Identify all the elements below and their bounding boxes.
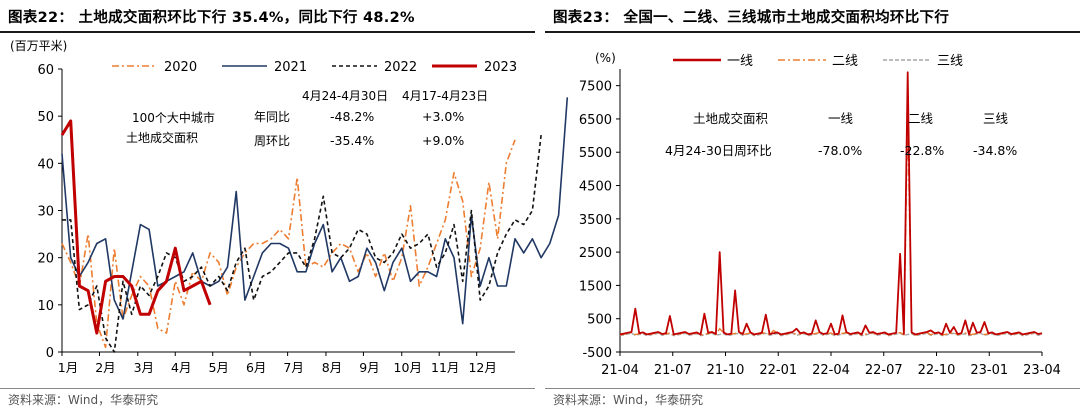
right-x-tick-label: 22-10 — [918, 363, 956, 378]
right-table-value: -78.0% — [818, 143, 862, 158]
left-legend-label-2021: 2021 — [274, 60, 307, 75]
right-legend-label: 二线 — [832, 54, 858, 69]
right-line-chart: (%) -500 500 1500 2500 3500 4500 5500 6500 7500 21… — [579, 51, 1061, 378]
left-y-tick-label: 40 — [37, 157, 54, 172]
right-series-tier1 — [619, 71, 1043, 336]
right-x-tick-label: 23-01 — [970, 363, 1008, 378]
right-y-tick-label: 7500 — [579, 80, 612, 95]
left-table-value: +3.0% — [422, 109, 464, 124]
left-series-2023 — [60, 119, 212, 335]
right-x-tick-label: 22-01 — [759, 363, 797, 378]
right-table-header: 三线 — [983, 111, 1009, 126]
left-table-value: +9.0% — [422, 133, 464, 148]
left-y-tick-label: 30 — [37, 205, 54, 220]
left-x-tick-label: 3月 — [134, 360, 154, 375]
left-table-col-2: 4月17-4月23日 — [402, 89, 488, 103]
left-table-row-label-1: 100个大中城市 — [132, 110, 215, 125]
left-line-chart: (百万平米) 0 10 20 30 40 50 60 1月 2月 3月 4月 5月 6月 7月 8月 9月 10月… — [10, 39, 569, 375]
right-table-value: -22.8% — [900, 143, 944, 158]
left-source-rule — [0, 388, 535, 389]
right-table-value: -34.8% — [973, 143, 1017, 158]
left-x-tick-label: 1月 — [58, 360, 78, 375]
right-x-tick-label: 22-07 — [865, 363, 903, 378]
right-table-row-label: 4月24-30日周环比 — [665, 143, 772, 158]
right-source-rule — [545, 388, 1080, 389]
left-x-tick-label: 10月 — [394, 360, 422, 375]
right-y-tick-label: -500 — [582, 346, 612, 361]
left-y-tick-label: 50 — [37, 110, 54, 125]
left-series-2021 — [61, 97, 569, 325]
left-table-row-label-2: 土地成交面积 — [126, 130, 198, 145]
left-y-tick-label: 20 — [37, 252, 54, 267]
right-y-tick-label: 6500 — [579, 113, 612, 128]
left-series-2020 — [61, 139, 516, 349]
left-y-tick-label: 10 — [37, 299, 54, 314]
left-table-value: -35.4% — [330, 133, 374, 148]
right-legend-label: 一线 — [727, 54, 753, 69]
right-table-label: 土地成交面积 — [693, 111, 768, 126]
right-table-header: 二线 — [908, 111, 934, 126]
right-source-note: 资料来源：Wind，华泰研究 — [553, 393, 704, 407]
left-x-tick-label: 12月 — [468, 360, 496, 375]
right-y-tick-label: 4500 — [579, 180, 612, 195]
right-x-tick-label: 23-04 — [1023, 363, 1061, 378]
right-y-tick-label: 3500 — [579, 213, 612, 228]
left-x-tick-label: 2月 — [95, 360, 115, 375]
right-chart-title: 图表23： 全国一、二线、三线城市土地成交面积均环比下行 — [553, 10, 950, 26]
left-x-tick-label: 5月 — [208, 360, 228, 375]
right-y-tick-label: 5500 — [579, 146, 612, 161]
right-y-tick-label: 1500 — [579, 279, 612, 294]
left-y-axis-label: (百万平米) — [10, 39, 67, 53]
right-series-tier2 — [619, 112, 1043, 336]
left-x-tick-label: 11月 — [431, 360, 459, 375]
right-y-axis-label: (%) — [595, 51, 616, 65]
right-y-tick-label: 2500 — [579, 246, 612, 261]
right-table-header: 一线 — [828, 111, 854, 126]
left-title-rule — [0, 31, 535, 33]
left-table-col-1: 4月24-4月30日 — [302, 89, 388, 103]
left-x-tick-label: 4月 — [171, 360, 191, 375]
left-source-note: 资料来源：Wind，华泰研究 — [8, 393, 159, 407]
left-chart-title: 图表22： 土地成交面积环比下行 35.4%，同比下行 48.2% — [8, 10, 415, 26]
left-x-tick-label: 6月 — [246, 360, 266, 375]
left-x-tick-label: 7月 — [283, 360, 303, 375]
right-x-tick-label: 21-04 — [601, 363, 639, 378]
left-table-metric: 周环比 — [254, 134, 290, 148]
left-panel: 图表22： 土地成交面积环比下行 35.4%，同比下行 48.2% (百万平米)… — [0, 0, 569, 418]
left-x-tick-label: 9月 — [359, 360, 379, 375]
left-table-metric: 年同比 — [254, 110, 290, 124]
right-x-tick-label: 21-07 — [654, 363, 692, 378]
right-x-tick-label: 22-04 — [812, 363, 850, 378]
left-legend-label-2023: 2023 — [484, 60, 517, 75]
right-title-rule — [545, 31, 1080, 33]
left-y-tick-label: 0 — [46, 346, 54, 361]
left-table-value: -48.2% — [330, 109, 374, 124]
left-x-tick-label: 8月 — [322, 360, 342, 375]
left-y-tick-label: 60 — [37, 63, 54, 78]
right-panel: 图表23： 全国一、二线、三线城市土地成交面积均环比下行 (%) -500 500 1… — [545, 0, 1080, 418]
right-legend-label: 三线 — [937, 54, 963, 69]
right-y-tick-label: 500 — [587, 313, 612, 328]
left-legend-label-2020: 2020 — [164, 60, 197, 75]
right-x-tick-label: 21-10 — [707, 363, 745, 378]
left-legend-label-2022: 2022 — [384, 60, 417, 75]
